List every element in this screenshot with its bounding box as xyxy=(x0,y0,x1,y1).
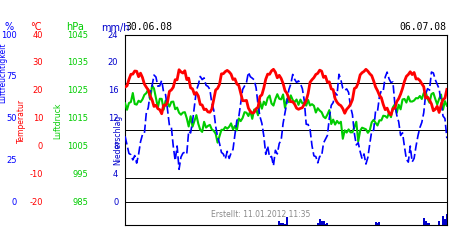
Text: 1005: 1005 xyxy=(67,142,88,151)
Bar xyxy=(321,221,323,225)
Bar xyxy=(319,219,321,225)
Bar xyxy=(377,222,378,225)
Text: 1025: 1025 xyxy=(67,86,88,95)
Text: 0: 0 xyxy=(38,142,43,151)
Text: 12: 12 xyxy=(108,114,118,123)
Text: 24: 24 xyxy=(108,30,118,40)
Bar xyxy=(317,223,319,225)
Bar xyxy=(446,214,448,225)
Bar xyxy=(438,221,440,225)
Text: 4: 4 xyxy=(113,170,118,179)
Text: 25: 25 xyxy=(7,156,17,165)
Text: 30: 30 xyxy=(32,58,43,67)
Text: -20: -20 xyxy=(30,198,43,207)
Text: 20: 20 xyxy=(108,58,118,67)
Text: 1015: 1015 xyxy=(67,114,88,123)
Bar xyxy=(286,218,288,225)
Bar xyxy=(323,221,324,225)
Text: 0: 0 xyxy=(113,198,118,207)
Text: mm/h: mm/h xyxy=(101,22,130,32)
Bar xyxy=(374,222,377,225)
Text: 985: 985 xyxy=(72,198,88,207)
Text: Niederschlag: Niederschlag xyxy=(113,114,122,164)
Bar xyxy=(378,222,380,225)
Bar xyxy=(278,222,280,225)
Text: %: % xyxy=(4,22,13,32)
Text: 30.06.08: 30.06.08 xyxy=(125,22,172,32)
Bar xyxy=(428,223,431,225)
Bar xyxy=(427,223,428,225)
Text: 1045: 1045 xyxy=(67,30,88,40)
Text: 16: 16 xyxy=(108,86,118,95)
Text: 40: 40 xyxy=(33,30,43,40)
Text: 06.07.08: 06.07.08 xyxy=(400,22,447,32)
Text: 1035: 1035 xyxy=(67,58,88,67)
Bar xyxy=(282,224,284,225)
Bar xyxy=(442,216,444,225)
Text: 75: 75 xyxy=(6,72,17,81)
Text: 995: 995 xyxy=(72,170,88,179)
Text: 20: 20 xyxy=(33,86,43,95)
Text: 100: 100 xyxy=(1,30,17,40)
Bar xyxy=(280,224,282,225)
Bar xyxy=(423,218,425,225)
Text: 8: 8 xyxy=(113,142,118,151)
Text: 50: 50 xyxy=(7,114,17,123)
Text: Temperatur: Temperatur xyxy=(17,98,26,142)
Text: Luftfeuchtigkeit: Luftfeuchtigkeit xyxy=(0,43,7,103)
Text: 10: 10 xyxy=(33,114,43,123)
Text: °C: °C xyxy=(31,22,42,32)
Bar xyxy=(425,221,427,225)
Text: hPa: hPa xyxy=(67,22,85,32)
Bar xyxy=(444,219,446,225)
Text: 0: 0 xyxy=(12,198,17,207)
Bar xyxy=(284,224,286,225)
Text: Luftdruck: Luftdruck xyxy=(53,102,62,139)
Text: Erstellt: 11.01.2012 11:35: Erstellt: 11.01.2012 11:35 xyxy=(211,210,310,219)
Text: -10: -10 xyxy=(30,170,43,179)
Bar xyxy=(326,223,328,225)
Bar xyxy=(324,224,326,225)
